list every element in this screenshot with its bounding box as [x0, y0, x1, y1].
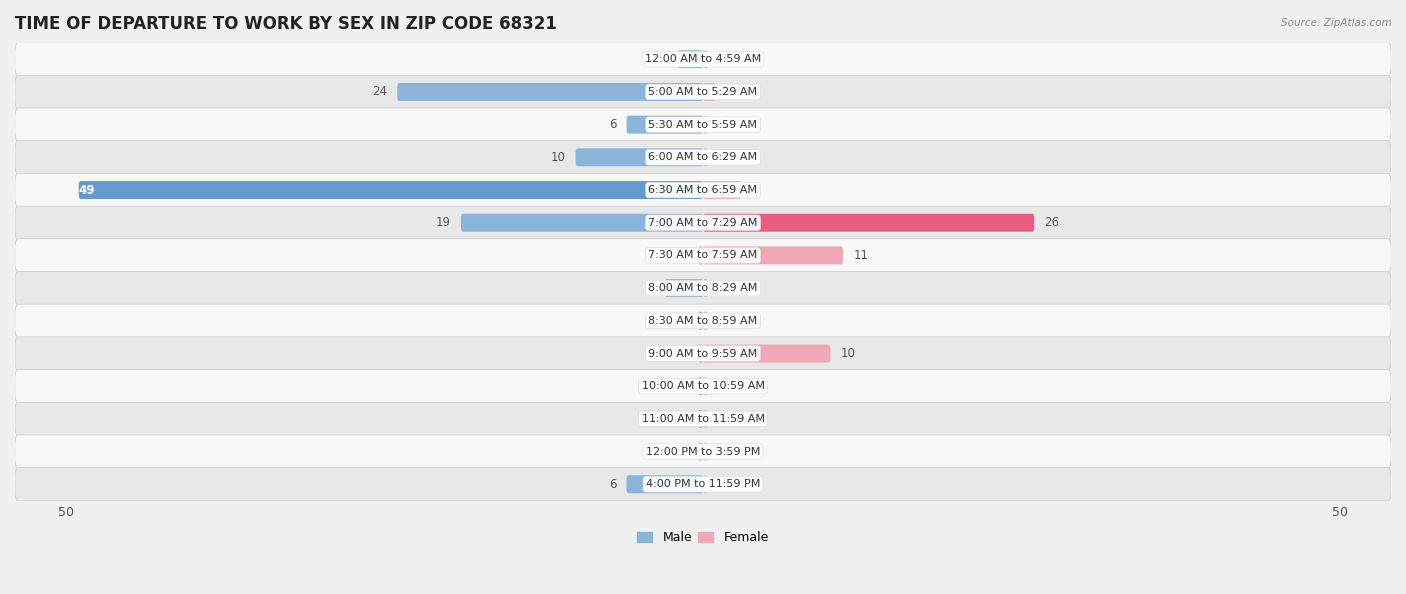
- Legend: Male, Female: Male, Female: [633, 526, 773, 549]
- Text: 8:30 AM to 8:59 AM: 8:30 AM to 8:59 AM: [648, 316, 758, 326]
- Text: 0: 0: [718, 412, 725, 425]
- FancyBboxPatch shape: [79, 181, 703, 199]
- Text: 11:00 AM to 11:59 AM: 11:00 AM to 11:59 AM: [641, 414, 765, 424]
- Text: 0: 0: [718, 118, 725, 131]
- FancyBboxPatch shape: [703, 148, 709, 166]
- Text: 0: 0: [681, 380, 688, 393]
- Text: 7:00 AM to 7:29 AM: 7:00 AM to 7:29 AM: [648, 218, 758, 228]
- FancyBboxPatch shape: [15, 173, 1391, 207]
- Text: 0: 0: [718, 151, 725, 164]
- Text: 5:00 AM to 5:29 AM: 5:00 AM to 5:29 AM: [648, 87, 758, 97]
- FancyBboxPatch shape: [627, 475, 703, 493]
- FancyBboxPatch shape: [697, 312, 703, 330]
- Text: 4:00 PM to 11:59 PM: 4:00 PM to 11:59 PM: [645, 479, 761, 489]
- FancyBboxPatch shape: [703, 345, 831, 362]
- Text: 5:30 AM to 5:59 AM: 5:30 AM to 5:59 AM: [648, 119, 758, 129]
- FancyBboxPatch shape: [703, 83, 716, 101]
- FancyBboxPatch shape: [15, 206, 1391, 239]
- Text: 24: 24: [373, 86, 387, 99]
- Text: 0: 0: [681, 445, 688, 458]
- FancyBboxPatch shape: [703, 247, 844, 264]
- Text: 10: 10: [551, 151, 565, 164]
- Text: 1: 1: [725, 86, 734, 99]
- Text: 6:30 AM to 6:59 AM: 6:30 AM to 6:59 AM: [648, 185, 758, 195]
- FancyBboxPatch shape: [703, 377, 709, 395]
- FancyBboxPatch shape: [15, 435, 1391, 468]
- Text: 8:00 AM to 8:29 AM: 8:00 AM to 8:29 AM: [648, 283, 758, 293]
- FancyBboxPatch shape: [703, 443, 709, 460]
- Text: 6: 6: [609, 478, 616, 491]
- Text: 12:00 AM to 4:59 AM: 12:00 AM to 4:59 AM: [645, 54, 761, 64]
- FancyBboxPatch shape: [703, 312, 709, 330]
- Text: 2: 2: [659, 53, 668, 66]
- FancyBboxPatch shape: [15, 337, 1391, 370]
- FancyBboxPatch shape: [15, 141, 1391, 174]
- Text: 6: 6: [609, 118, 616, 131]
- Text: 0: 0: [718, 53, 725, 66]
- FancyBboxPatch shape: [703, 214, 1035, 232]
- FancyBboxPatch shape: [697, 410, 703, 428]
- Text: 0: 0: [718, 445, 725, 458]
- FancyBboxPatch shape: [398, 83, 703, 101]
- FancyBboxPatch shape: [575, 148, 703, 166]
- Text: 7:30 AM to 7:59 AM: 7:30 AM to 7:59 AM: [648, 251, 758, 260]
- Text: 0: 0: [718, 380, 725, 393]
- Text: 0: 0: [681, 412, 688, 425]
- FancyBboxPatch shape: [665, 279, 703, 297]
- FancyBboxPatch shape: [15, 43, 1391, 76]
- Text: TIME OF DEPARTURE TO WORK BY SEX IN ZIP CODE 68321: TIME OF DEPARTURE TO WORK BY SEX IN ZIP …: [15, 15, 557, 33]
- FancyBboxPatch shape: [678, 50, 703, 68]
- FancyBboxPatch shape: [15, 304, 1391, 337]
- Text: 6:00 AM to 6:29 AM: 6:00 AM to 6:29 AM: [648, 152, 758, 162]
- Text: 3: 3: [647, 282, 655, 295]
- Text: 12:00 PM to 3:59 PM: 12:00 PM to 3:59 PM: [645, 447, 761, 457]
- Text: 11: 11: [853, 249, 869, 262]
- FancyBboxPatch shape: [703, 410, 709, 428]
- Text: Source: ZipAtlas.com: Source: ZipAtlas.com: [1281, 18, 1392, 28]
- Text: 10: 10: [841, 347, 855, 360]
- FancyBboxPatch shape: [703, 279, 709, 297]
- Text: 9:00 AM to 9:59 AM: 9:00 AM to 9:59 AM: [648, 349, 758, 359]
- FancyBboxPatch shape: [697, 247, 703, 264]
- FancyBboxPatch shape: [15, 108, 1391, 141]
- Text: 0: 0: [718, 478, 725, 491]
- FancyBboxPatch shape: [703, 116, 709, 134]
- FancyBboxPatch shape: [15, 369, 1391, 403]
- FancyBboxPatch shape: [697, 345, 703, 362]
- FancyBboxPatch shape: [697, 443, 703, 460]
- FancyBboxPatch shape: [697, 377, 703, 395]
- FancyBboxPatch shape: [703, 50, 709, 68]
- Text: 19: 19: [436, 216, 451, 229]
- Text: 3: 3: [751, 184, 759, 197]
- FancyBboxPatch shape: [703, 475, 709, 493]
- FancyBboxPatch shape: [15, 271, 1391, 305]
- FancyBboxPatch shape: [627, 116, 703, 134]
- Text: 0: 0: [681, 249, 688, 262]
- Text: 0: 0: [681, 347, 688, 360]
- Text: 10:00 AM to 10:59 AM: 10:00 AM to 10:59 AM: [641, 381, 765, 391]
- FancyBboxPatch shape: [15, 467, 1391, 501]
- FancyBboxPatch shape: [15, 239, 1391, 272]
- FancyBboxPatch shape: [15, 75, 1391, 109]
- FancyBboxPatch shape: [15, 402, 1391, 435]
- Text: 26: 26: [1045, 216, 1060, 229]
- Text: 49: 49: [79, 184, 96, 197]
- FancyBboxPatch shape: [703, 181, 741, 199]
- Text: 0: 0: [681, 314, 688, 327]
- FancyBboxPatch shape: [461, 214, 703, 232]
- Text: 0: 0: [718, 314, 725, 327]
- Text: 0: 0: [718, 282, 725, 295]
